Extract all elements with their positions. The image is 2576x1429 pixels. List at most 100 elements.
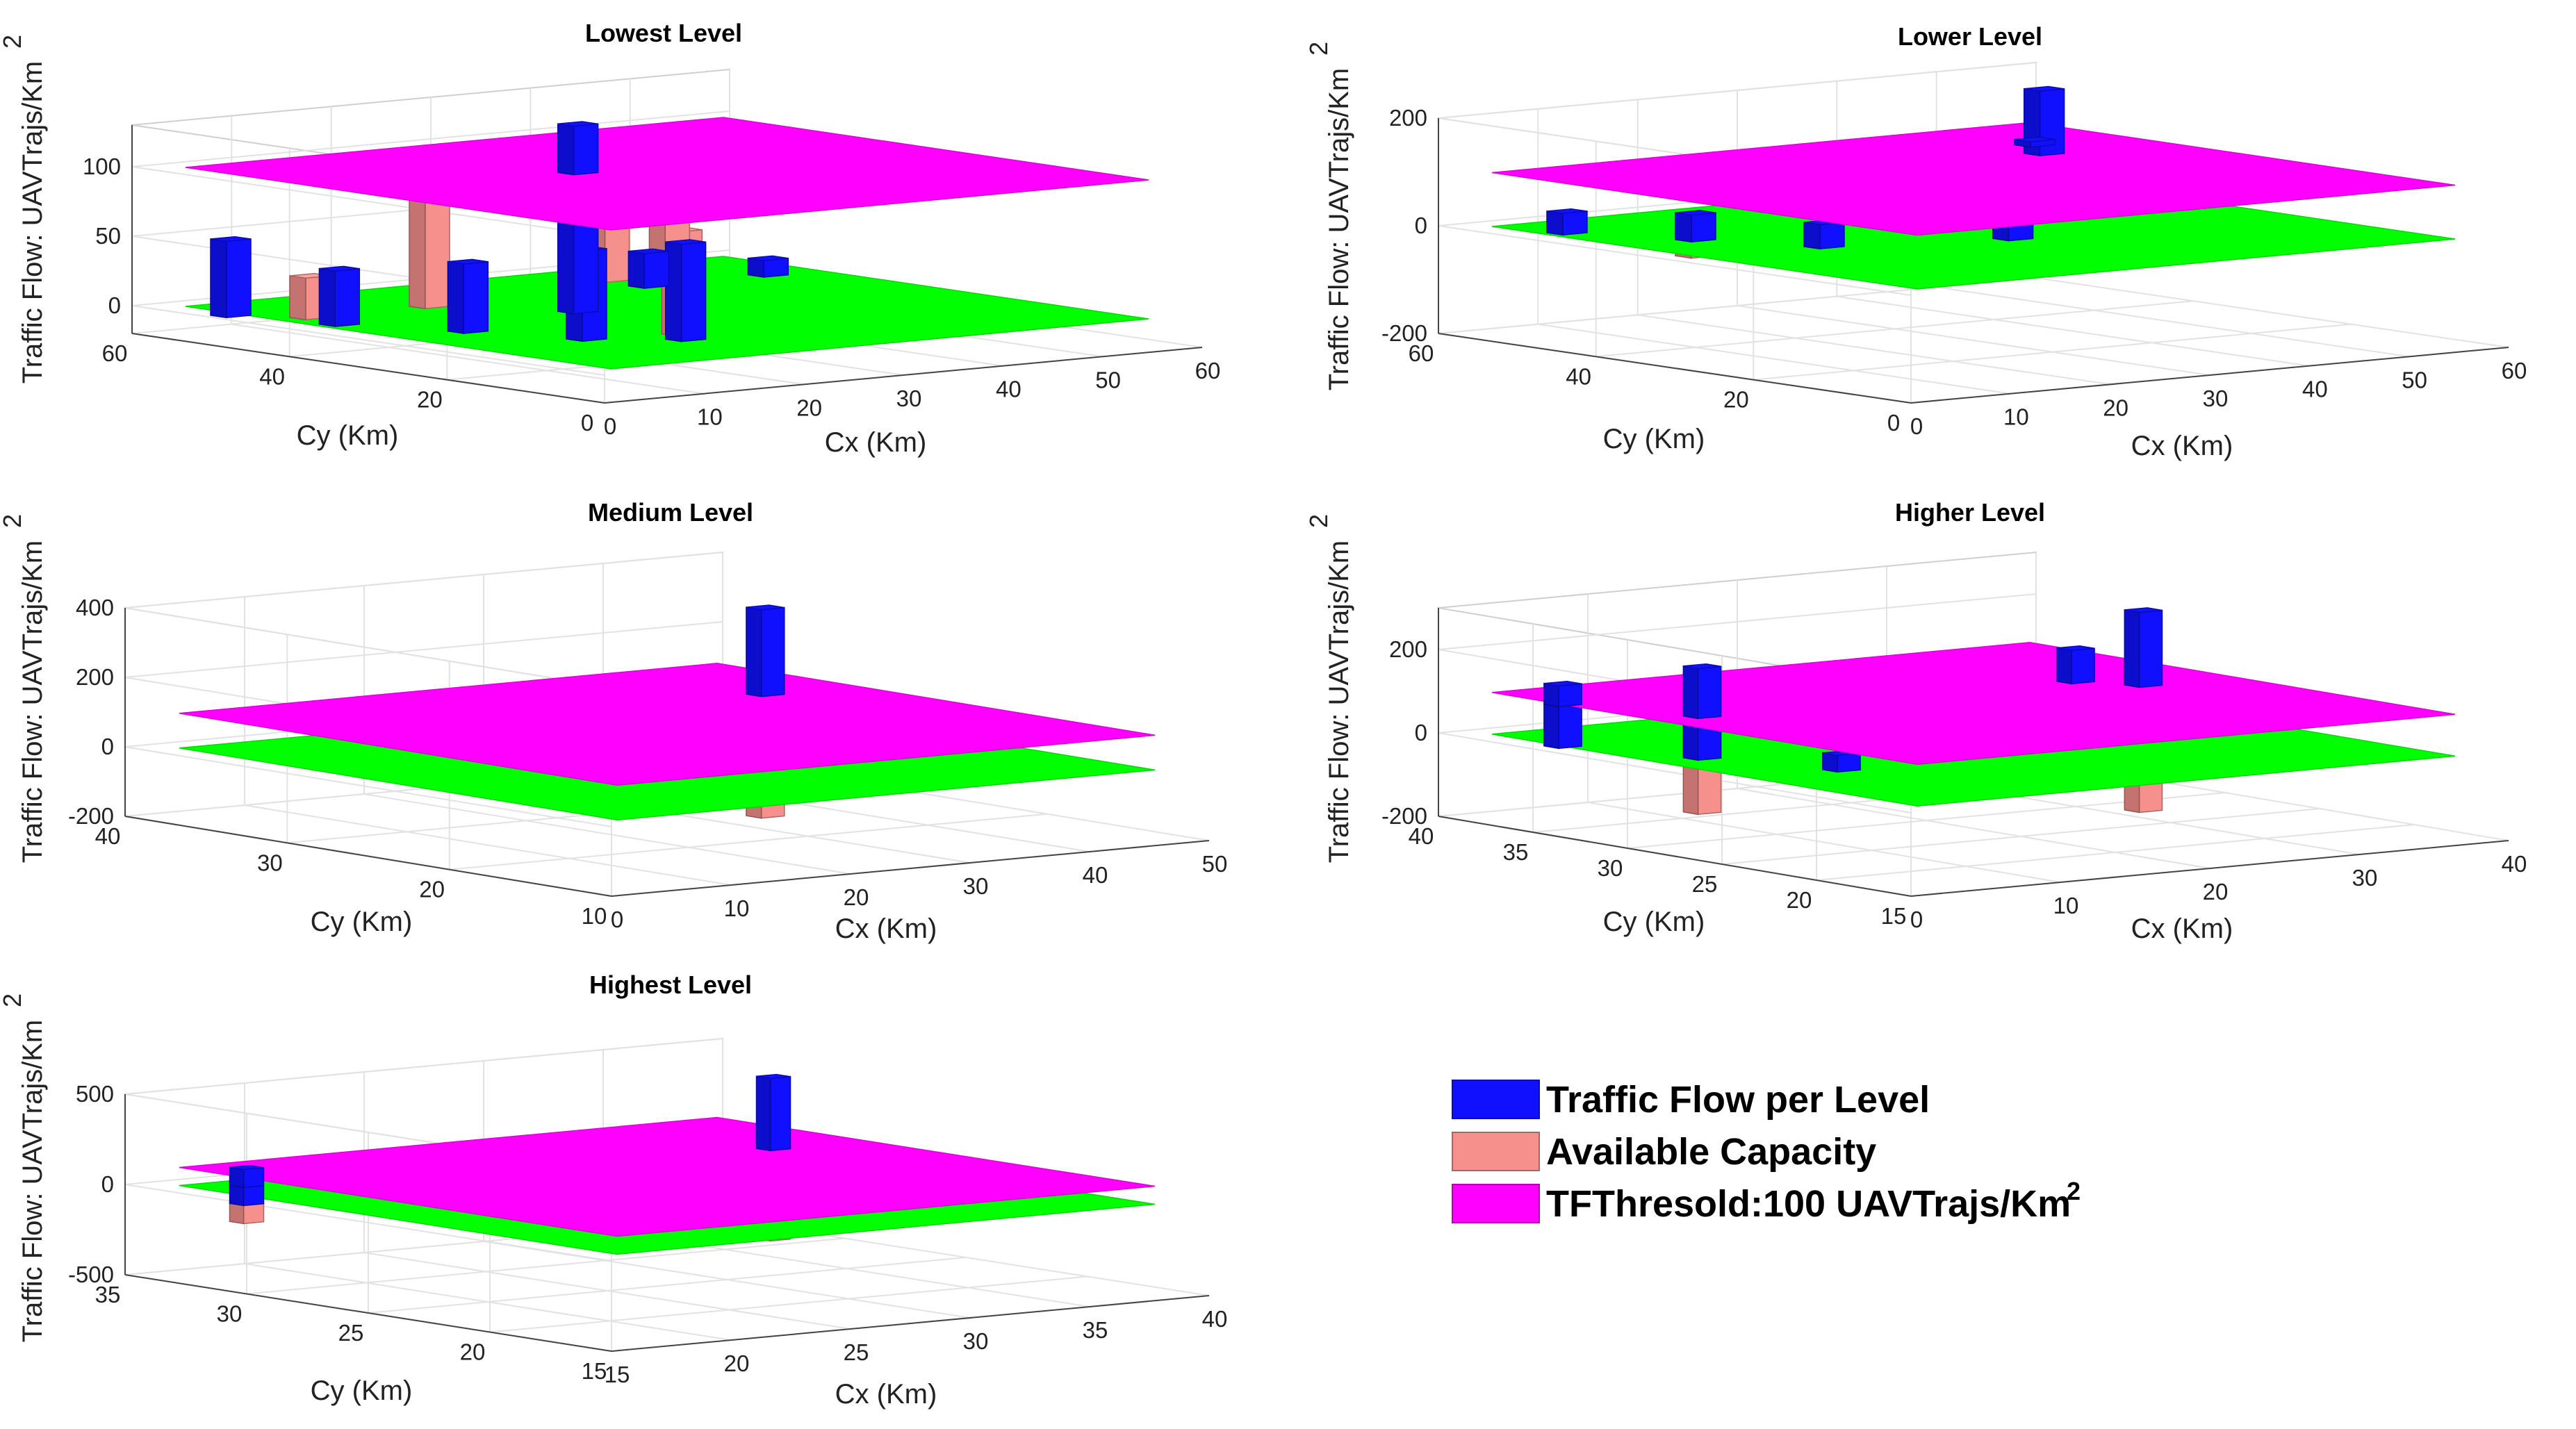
x-tick-label: 10: [2053, 893, 2079, 918]
x-axis-label: Cx (Km): [825, 427, 927, 458]
x-tick-label: 0: [1910, 907, 1923, 932]
chart-panel-1: 0 10 20 30 40 50 60 0 20 40 60 0 50 100 Lowest Level Cx…: [0, 19, 1220, 458]
y-tick-label: 20: [417, 387, 443, 413]
z-tick-label: -200: [1381, 320, 1427, 346]
x-axis-label: Cx (Km): [2131, 431, 2233, 461]
y-tick-label: 35: [95, 1282, 121, 1307]
x-axis-line: [611, 1295, 1210, 1352]
traffic-flow-bar: [557, 121, 599, 176]
legend-swatch-threshold-plane: [1452, 1184, 1540, 1223]
traffic-flow-bar: [2014, 136, 2056, 148]
traffic-flow-bar: [746, 604, 785, 697]
traffic-flow-bar: [1543, 680, 1582, 708]
z-tick-label: 400: [76, 595, 114, 620]
x-tick-label: 20: [844, 884, 869, 910]
y-tick-label: 20: [419, 877, 445, 902]
traffic-flow-bar: [747, 255, 789, 278]
y-tick-label: 20: [460, 1339, 486, 1365]
x-tick-label: 50: [1202, 851, 1228, 877]
traffic-flow-bar: [1675, 210, 1716, 243]
y-tick-label: 35: [1503, 839, 1529, 865]
x-axis-line: [604, 347, 1203, 404]
chart-title: Lowest Level: [585, 19, 742, 47]
y-axis-line: [124, 1274, 612, 1352]
y-tick-label: 0: [581, 410, 593, 436]
x-tick-label: 30: [896, 386, 922, 411]
x-tick-label: 40: [1202, 1306, 1228, 1332]
z-tick-label: 200: [1389, 636, 1427, 662]
chart-title: Medium Level: [588, 498, 753, 527]
x-tick-label: 30: [963, 1328, 989, 1354]
traffic-flow-bar: [1546, 208, 1588, 236]
y-tick-label: 40: [259, 363, 285, 389]
y-axis-label: Cy (Km): [1603, 907, 1705, 937]
y-axis-label: Cy (Km): [1603, 424, 1705, 454]
x-axis-line: [1910, 840, 2509, 897]
y-tick-label: 20: [1723, 387, 1749, 413]
x-tick-label: 30: [2203, 386, 2229, 411]
traffic-flow-bar: [755, 1073, 791, 1152]
x-tick-label: 0: [1910, 413, 1923, 439]
x-tick-label: 60: [1195, 358, 1221, 383]
z-axis-label-text: Traffic Flow: UAVTrajs/Km: [17, 61, 48, 384]
y-tick-label: 30: [1598, 855, 1623, 881]
x-tick-label: 10: [697, 404, 723, 430]
traffic-flow-bar: [2056, 645, 2095, 685]
x-tick-label: 35: [1083, 1317, 1108, 1343]
x-tick-label: 0: [611, 907, 623, 932]
z-tick-label: 0: [108, 292, 121, 318]
x-tick-label: 25: [844, 1339, 869, 1365]
z-axis-label-superscript: 2: [0, 514, 26, 528]
z-tick-label: 0: [101, 734, 114, 759]
x-axis-label: Cx (Km): [835, 1379, 937, 1410]
x-tick-label: 30: [2352, 865, 2378, 891]
x-tick-label: 40: [1083, 862, 1108, 888]
z-tick-label: 0: [1415, 720, 1427, 745]
z-tick-label: -500: [68, 1262, 114, 1287]
traffic-flow-bar: [210, 236, 252, 319]
y-tick-label: 25: [338, 1320, 364, 1346]
z-tick-label: 0: [1415, 213, 1427, 238]
y-axis-line: [1438, 816, 1912, 897]
y-tick-label: 30: [217, 1301, 243, 1327]
traffic-flow-bar: [2124, 607, 2163, 688]
traffic-flow-bar: [1822, 750, 1861, 773]
y-tick-label: 0: [1887, 410, 1900, 436]
y-tick-label: 15: [1881, 903, 1907, 929]
y-axis-label: Cy (Km): [297, 420, 399, 451]
legend: Traffic Flow per Level Available Capacity…: [1452, 1079, 2081, 1225]
x-tick-label: 60: [2502, 358, 2527, 383]
x-tick-label: 0: [604, 413, 616, 439]
z-axis-label-superscript: 2: [1304, 42, 1333, 56]
z-axis-label-superscript: 2: [0, 993, 26, 1007]
traffic-flow-bar: [1803, 220, 1845, 250]
chart-title: Highest Level: [589, 970, 752, 999]
threshold-plane: [179, 1116, 1156, 1237]
legend-label: Traffic Flow per Level: [1546, 1079, 1930, 1121]
x-axis-label: Cx (Km): [2131, 914, 2233, 944]
x-tick-label: 40: [2502, 851, 2527, 877]
z-axis-label: Traffic Flow: UAVTrajs/Km 2: [0, 514, 48, 863]
z-axis-label-text: Traffic Flow: UAVTrajs/Km: [17, 540, 48, 864]
x-tick-label: 40: [996, 377, 1022, 402]
x-tick-label: 50: [1095, 367, 1121, 393]
x-tick-label: 20: [796, 395, 822, 420]
traffic-flow-bar: [318, 265, 361, 327]
z-tick-label: 50: [95, 223, 121, 249]
traffic-flow-bar: [627, 248, 670, 289]
z-axis-label: Traffic Flow: UAVTrajs/Km 2: [0, 35, 48, 383]
legend-label: TFThresold:100 UAVTrajs/Km: [1546, 1183, 2071, 1225]
z-tick-label: 100: [83, 154, 121, 179]
z-tick-label: 200: [76, 664, 114, 690]
traffic-flow-bar: [1682, 663, 1722, 720]
chart-title: Higher Level: [1895, 498, 2045, 527]
y-tick-label: 40: [95, 823, 121, 849]
y-axis-line: [131, 333, 605, 404]
threshold-plane: [179, 663, 1156, 786]
y-axis-line: [124, 816, 612, 897]
